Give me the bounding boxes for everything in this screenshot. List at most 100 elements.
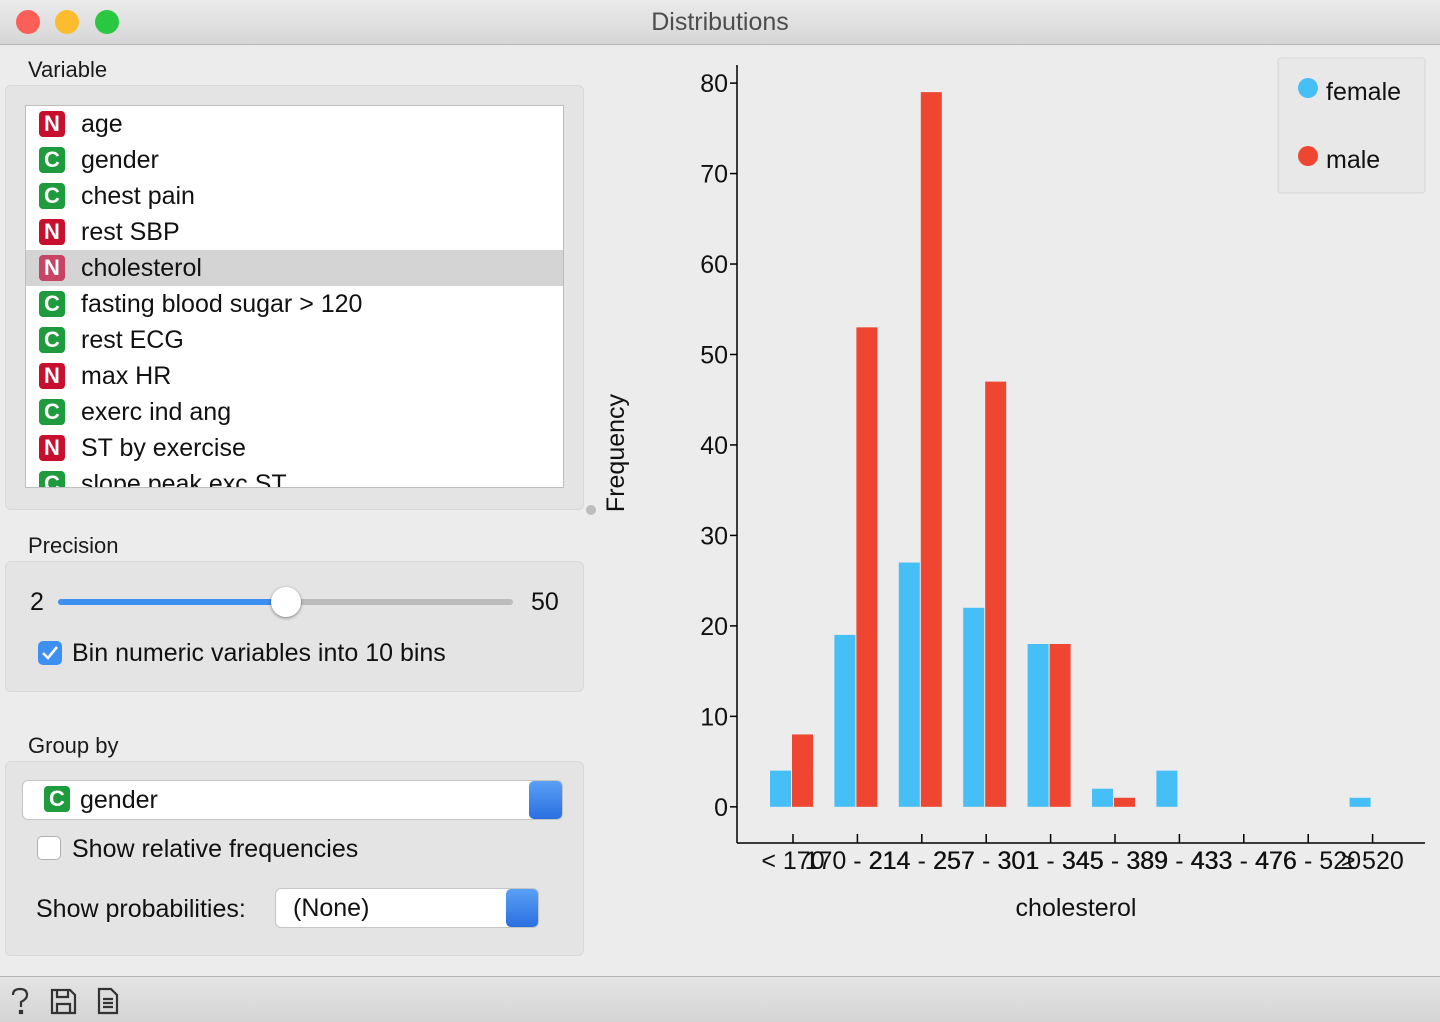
- item-label: cholesterol: [81, 254, 202, 282]
- y-tick-label: 20: [700, 613, 728, 641]
- type-badge: C: [44, 786, 70, 812]
- list-item[interactable]: N ST by exercise: [26, 430, 563, 466]
- type-badge: C: [39, 147, 65, 173]
- status-bar: [0, 976, 1440, 1022]
- close-button[interactable]: [16, 10, 40, 34]
- bar: [1027, 643, 1049, 807]
- y-tick-label: 40: [700, 432, 728, 460]
- y-axis-title: Frequency: [602, 393, 630, 512]
- bar: [856, 327, 878, 807]
- item-label: age: [81, 110, 123, 138]
- bar: [1349, 797, 1371, 807]
- y-tick-label: 30: [700, 522, 728, 550]
- type-badge: N: [39, 219, 65, 245]
- type-badge: N: [39, 255, 65, 281]
- chart: Frequency cholesterol 0 10 20 30 40 50 60 70 80 <…: [602, 57, 1426, 922]
- item-label: fasting blood sugar > 120: [81, 290, 363, 318]
- checkbox-label: Bin numeric variables into 10 bins: [72, 639, 446, 667]
- x-tick-label: 345 - 389: [1062, 847, 1168, 875]
- save-icon[interactable]: [50, 988, 77, 1015]
- item-label: slope peak exc ST: [81, 470, 287, 488]
- slider-min: 2: [30, 588, 44, 616]
- type-badge: C: [39, 399, 65, 425]
- item-label: ST by exercise: [81, 434, 246, 462]
- combo-value: (None): [293, 894, 370, 922]
- x-tick-label: 257 - 301: [933, 847, 1039, 875]
- item-label: gender: [81, 146, 159, 174]
- checkbox[interactable]: [38, 641, 62, 665]
- field-label: Show probabilities:: [36, 895, 246, 923]
- section-label: Precision: [28, 533, 119, 558]
- combo-stepper: [529, 781, 562, 819]
- type-badge: C: [39, 471, 65, 487]
- x-tick-label: 301 - 345: [998, 847, 1104, 875]
- status-icons: [11, 987, 119, 1015]
- x-axis-title: cholesterol: [1016, 894, 1137, 922]
- x-tick-label: 170 - 214: [805, 847, 911, 875]
- bar: [985, 381, 1007, 807]
- legend-label: male: [1326, 146, 1380, 174]
- check-mark: [42, 646, 59, 660]
- bar: [920, 92, 942, 807]
- y-tick-label: 10: [700, 703, 728, 731]
- report-icon[interactable]: [97, 987, 119, 1015]
- window-title: Distributions: [651, 8, 789, 36]
- y-tick-label: 80: [700, 70, 728, 98]
- section-label: Variable: [28, 57, 108, 82]
- x-tick-label: < 170: [761, 847, 824, 875]
- bar: [963, 607, 985, 807]
- splitter-handle[interactable]: [586, 505, 596, 515]
- checkbox-label: Show relative frequencies: [72, 835, 359, 863]
- type-badge: N: [39, 435, 65, 461]
- x-tick-label: 433 - 476: [1191, 847, 1297, 875]
- y-tick-label: 60: [700, 251, 728, 279]
- type-badge: C: [39, 291, 65, 317]
- bar: [770, 770, 791, 807]
- bar: [1092, 788, 1113, 807]
- item-label: rest ECG: [81, 326, 184, 354]
- legend-swatch: [1298, 78, 1318, 98]
- y-tick-label: 70: [700, 161, 728, 189]
- slider-fill: [58, 599, 286, 605]
- checkbox[interactable]: [37, 836, 61, 860]
- help-icon[interactable]: [11, 987, 29, 1007]
- bar: [1156, 770, 1178, 807]
- x-tick-label: 214 - 257: [869, 847, 975, 875]
- x-tick-label: 476 - 520: [1255, 847, 1361, 875]
- bar: [1114, 797, 1135, 807]
- title-bar: Distributions: [0, 0, 1440, 45]
- probabilities-combo[interactable]: (None): [276, 889, 538, 927]
- type-badge: C: [39, 327, 65, 353]
- type-badge: N: [39, 111, 65, 137]
- legend-label: female: [1326, 78, 1401, 106]
- x-tick-label: ≥ 520: [1341, 847, 1403, 875]
- item-label: exerc ind ang: [81, 398, 232, 426]
- combo-stepper: [506, 889, 538, 927]
- item-label: max HR: [81, 362, 172, 390]
- combo-value: gender: [80, 786, 158, 814]
- item-label: chest pain: [81, 182, 195, 210]
- zoom-button[interactable]: [95, 10, 119, 34]
- group-combo[interactable]: C gender: [23, 781, 562, 819]
- bar: [898, 562, 920, 807]
- bar: [834, 634, 856, 807]
- y-tick-label: 0: [714, 794, 728, 822]
- slider-thumb[interactable]: [270, 587, 301, 617]
- x-tick-label: 389 - 433: [1127, 847, 1233, 875]
- slider-max: 50: [531, 588, 559, 616]
- item-label: rest SBP: [81, 218, 180, 246]
- type-badge: C: [39, 183, 65, 209]
- minimize-button[interactable]: [55, 10, 79, 34]
